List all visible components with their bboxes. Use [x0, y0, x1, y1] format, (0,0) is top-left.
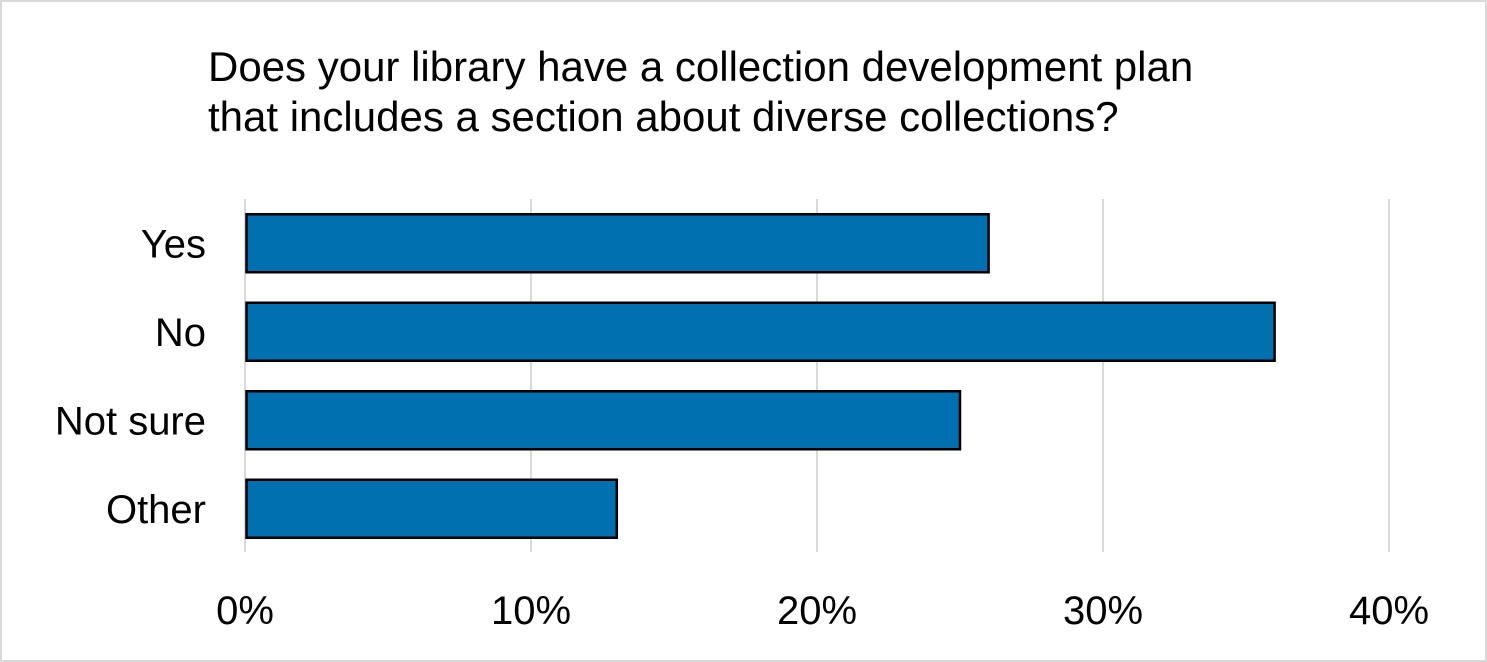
category-label-not-sure: Not sure	[55, 399, 206, 443]
bar-no	[245, 301, 1276, 362]
bar-other	[245, 478, 619, 539]
x-axis-tick-labels: 0% 10% 20% 30% 40%	[216, 589, 1429, 633]
chart-title-line-1: Does your library have a collection deve…	[208, 43, 1194, 90]
chart-title: Does your library have a collection deve…	[208, 42, 1408, 142]
x-tick-label-20: 20%	[777, 589, 857, 633]
x-tick-label-0: 0%	[216, 589, 274, 633]
x-tick-label-10: 10%	[491, 589, 571, 633]
bar-not-sure	[245, 390, 962, 451]
chart-title-line-2: that includes a section about diverse co…	[208, 93, 1119, 140]
x-tick-label-40: 40%	[1349, 589, 1429, 633]
category-label-no: No	[155, 311, 206, 355]
category-label-yes: Yes	[141, 222, 206, 266]
bar-yes	[245, 213, 990, 274]
bars	[245, 213, 1276, 539]
category-labels: Yes No Not sure Other	[55, 222, 206, 532]
x-tick-label-30: 30%	[1063, 589, 1143, 633]
category-label-other: Other	[106, 488, 206, 532]
